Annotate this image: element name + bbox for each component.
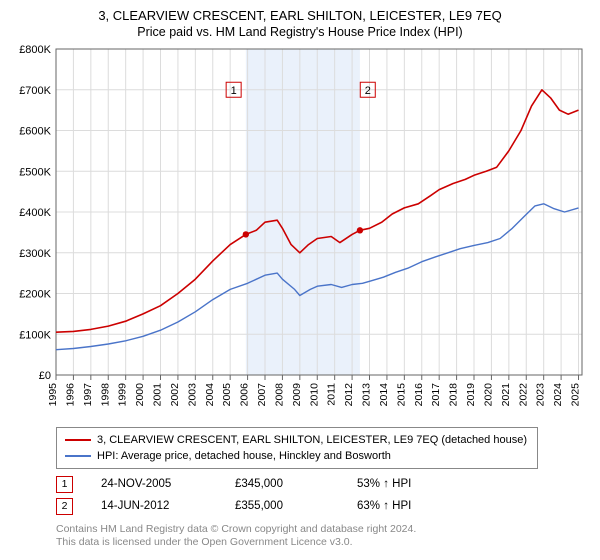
chart-area: £0 £100K £200K £300K £400K £500K £600K £700K £80…	[10, 45, 590, 423]
svg-text:2010: 2010	[308, 383, 320, 407]
svg-text:£300K: £300K	[19, 248, 51, 260]
transaction-pct: 63% ↑ HPI	[357, 500, 411, 512]
svg-text:2021: 2021	[500, 383, 512, 407]
svg-text:2002: 2002	[169, 383, 181, 407]
legend-label: HPI: Average price, detached house, Hinc…	[97, 448, 391, 464]
svg-text:2005: 2005	[221, 383, 233, 407]
transaction-marker: 1	[56, 476, 73, 493]
transaction-date: 24-NOV-2005	[101, 478, 235, 490]
svg-text:2006: 2006	[239, 383, 251, 407]
svg-text:£100K: £100K	[19, 329, 51, 341]
legend-row: 3, CLEARVIEW CRESCENT, EARL SHILTON, LEI…	[65, 432, 529, 448]
svg-text:£800K: £800K	[19, 45, 51, 56]
legend-swatch	[65, 455, 91, 457]
footer-line1: Contains HM Land Registry data © Crown c…	[56, 523, 590, 536]
svg-text:2003: 2003	[186, 383, 198, 407]
svg-text:2019: 2019	[465, 383, 477, 407]
svg-text:2015: 2015	[395, 383, 407, 407]
chart-title: 3, CLEARVIEW CRESCENT, EARL SHILTON, LEI…	[10, 8, 590, 23]
svg-text:2011: 2011	[326, 383, 338, 406]
legend-swatch	[65, 439, 91, 441]
svg-text:1: 1	[231, 85, 237, 97]
transaction-marker: 2	[56, 498, 73, 515]
svg-text:1995: 1995	[47, 383, 59, 407]
svg-text:2013: 2013	[361, 383, 373, 407]
transaction-pct: 53% ↑ HPI	[357, 478, 411, 490]
svg-text:1997: 1997	[82, 383, 94, 407]
svg-text:1996: 1996	[64, 383, 76, 407]
svg-text:£400K: £400K	[19, 207, 51, 219]
svg-text:2020: 2020	[482, 383, 494, 407]
svg-text:2014: 2014	[378, 383, 390, 407]
svg-text:2000: 2000	[134, 383, 146, 407]
chart-subtitle: Price paid vs. HM Land Registry's House …	[10, 25, 590, 39]
legend: 3, CLEARVIEW CRESCENT, EARL SHILTON, LEI…	[56, 427, 538, 469]
svg-text:2001: 2001	[152, 383, 164, 407]
svg-text:£700K: £700K	[19, 85, 51, 97]
legend-label: 3, CLEARVIEW CRESCENT, EARL SHILTON, LEI…	[97, 432, 527, 448]
transaction-price: £345,000	[235, 478, 357, 490]
transactions-table: 1 24-NOV-2005£345,00053% ↑ HPI 2 14-JUN-201…	[56, 473, 590, 517]
svg-text:2008: 2008	[273, 383, 285, 407]
transaction-date: 14-JUN-2012	[101, 500, 235, 512]
line-chart-svg: £0 £100K £200K £300K £400K £500K £600K £700K £80…	[10, 45, 590, 423]
svg-text:2024: 2024	[552, 383, 564, 407]
svg-text:£200K: £200K	[19, 289, 51, 301]
svg-text:2: 2	[365, 85, 371, 97]
svg-text:2012: 2012	[343, 383, 355, 407]
svg-text:£500K: £500K	[19, 166, 51, 178]
transaction-row: 2 14-JUN-2012£355,00063% ↑ HPI	[56, 495, 590, 517]
svg-text:2022: 2022	[517, 383, 529, 407]
footer-line2: This data is licensed under the Open Gov…	[56, 536, 590, 549]
svg-text:2016: 2016	[413, 383, 425, 407]
svg-text:2025: 2025	[570, 383, 582, 407]
footer-attribution: Contains HM Land Registry data © Crown c…	[56, 523, 590, 549]
svg-text:£0: £0	[39, 370, 51, 382]
svg-text:1998: 1998	[99, 383, 111, 407]
svg-text:1999: 1999	[117, 383, 129, 407]
legend-row: HPI: Average price, detached house, Hinc…	[65, 448, 529, 464]
svg-text:2017: 2017	[430, 383, 442, 407]
svg-text:2007: 2007	[256, 383, 268, 407]
transaction-row: 1 24-NOV-2005£345,00053% ↑ HPI	[56, 473, 590, 495]
svg-text:2023: 2023	[535, 383, 547, 407]
svg-text:2018: 2018	[448, 383, 460, 407]
svg-text:2004: 2004	[204, 383, 216, 407]
transaction-price: £355,000	[235, 500, 357, 512]
chart-container: 3, CLEARVIEW CRESCENT, EARL SHILTON, LEI…	[0, 0, 600, 560]
svg-text:2009: 2009	[291, 383, 303, 407]
svg-text:£600K: £600K	[19, 126, 51, 138]
